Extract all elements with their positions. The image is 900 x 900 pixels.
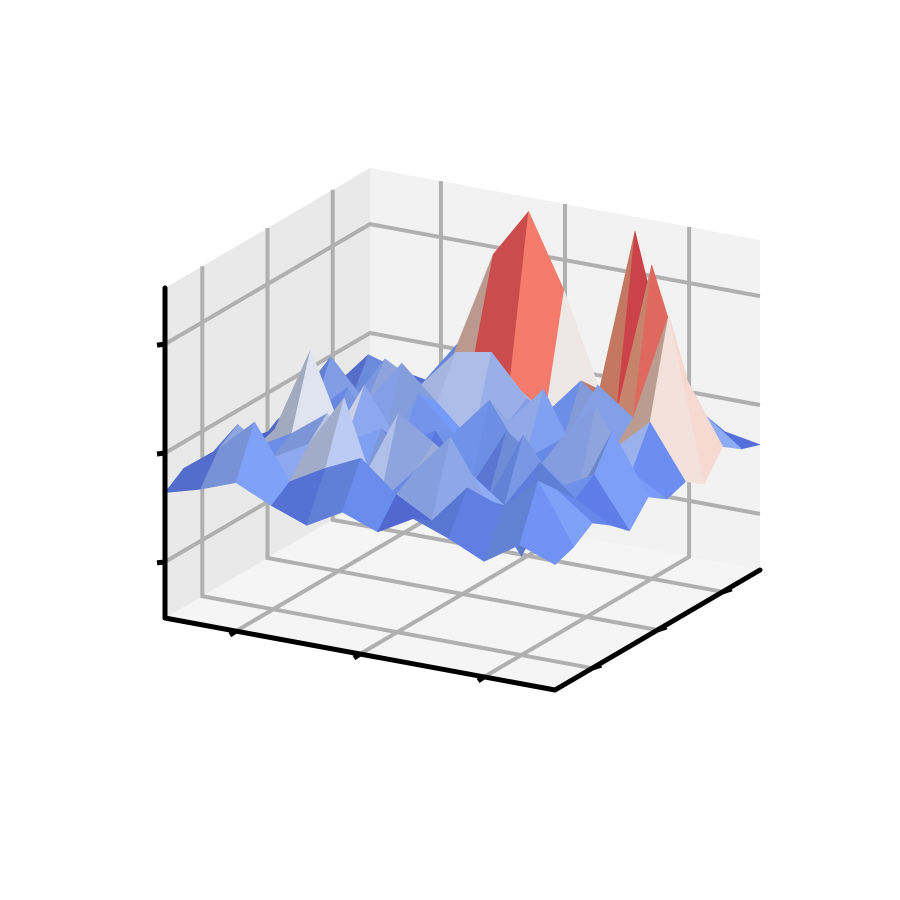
grid-line-y — [200, 266, 593, 671]
z-tick-mark — [156, 450, 166, 457]
axis-lines — [156, 285, 763, 693]
surface-mesh — [164, 211, 761, 565]
x-tick-mark — [476, 674, 486, 683]
z-tick-mark — [156, 559, 166, 566]
z-tick-mark — [156, 341, 166, 348]
x-tick-mark — [352, 651, 362, 661]
x-tick-mark — [228, 629, 238, 638]
grid-line-x — [483, 226, 692, 679]
y-tick-mark — [591, 662, 603, 671]
y-tick-mark — [656, 624, 668, 633]
grid-line-y — [265, 228, 658, 632]
y-tick-mark — [721, 586, 733, 595]
grid-line-y — [330, 189, 724, 594]
surface-facet — [519, 480, 574, 565]
